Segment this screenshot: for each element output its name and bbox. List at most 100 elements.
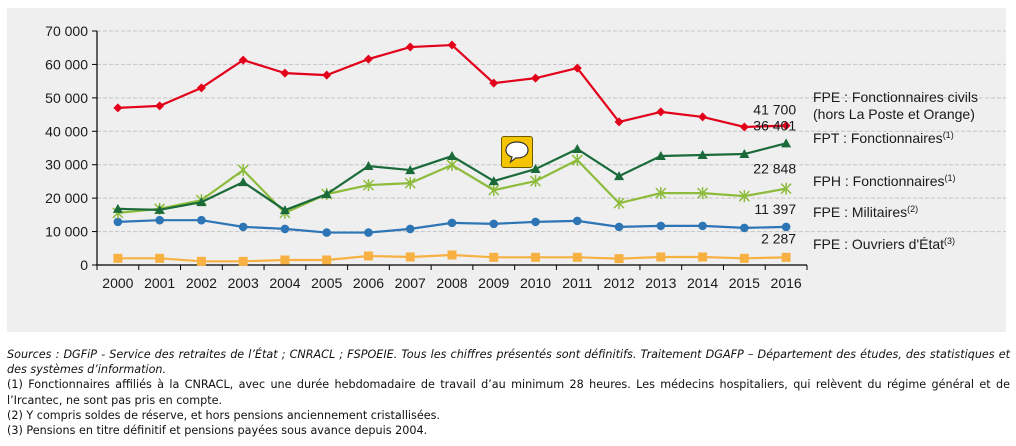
legend-entry-ouvriers: FPE : Ouvriers d'État(3) [813,236,955,253]
data-point [698,112,708,122]
x-tick-label: 2002 [186,275,217,291]
data-point [447,40,457,50]
data-point [197,215,206,225]
data-point [404,177,416,190]
data-point [362,179,375,192]
x-tick-label: 2015 [729,275,760,291]
data-point [656,107,666,117]
data-point [655,187,667,200]
data-point [363,54,373,64]
data-point [488,184,500,197]
data-point [571,154,583,167]
data-point [322,255,332,265]
data-point [572,63,582,73]
data-point [280,255,290,265]
footnote-1: (1) Fonctionnaires affiliés à la CNRACL,… [7,378,1010,407]
data-label: 41 700 [753,102,796,118]
x-tick-label: 2016 [771,275,802,291]
data-point [531,73,541,83]
data-point [321,189,332,199]
chart-notes: Sources : DGFiP - Service des retraites … [7,347,1010,438]
data-point [655,151,666,161]
chart-background [7,8,1006,332]
y-tick-label: 70 000 [45,23,88,39]
data-point [237,164,249,177]
data-point [739,149,750,159]
data-point [154,204,165,214]
data-point [740,223,749,233]
legend-entry-fpe-civils: FPE : Fonctionnaires civils (hors La Pos… [813,89,978,123]
data-point [405,42,415,52]
data-point [405,165,416,175]
legend-footnote-ref: (3) [944,236,956,246]
data-point [489,252,499,262]
x-tick-label: 2007 [395,275,426,291]
x-tick-label: 2012 [603,275,634,291]
legend-entry-fph: FPH : Fonctionnaires(1) [813,173,956,190]
data-point [322,70,332,80]
data-point [155,101,165,111]
x-tick-label: 2003 [228,275,259,291]
y-tick-label: 0 [80,257,88,273]
legend-footnote-ref: (1) [944,173,956,183]
data-label: 2 287 [761,230,796,246]
y-tick-label: 40 000 [45,123,88,139]
data-point [363,161,374,171]
data-point [488,176,499,186]
data-point [238,177,249,187]
data-point [614,117,624,127]
data-point [112,203,123,213]
data-point [447,250,457,260]
data-point [529,175,542,188]
data-point [697,150,708,160]
data-point [572,144,583,154]
data-point [322,228,332,237]
x-tick-label: 2010 [520,275,551,291]
x-tick-label: 2008 [436,275,467,291]
data-point [155,253,165,263]
x-tick-label: 2009 [478,275,509,291]
data-point [738,190,750,203]
data-point [781,222,791,232]
speech-bubble-glyph [505,141,529,164]
y-tick-label: 60 000 [45,56,88,72]
data-point [531,217,540,227]
data-point [614,222,624,232]
data-point [781,138,792,148]
legend-label: FPT : Fonctionnaires [813,130,943,146]
data-point [113,217,123,227]
x-tick-label: 2006 [353,275,384,291]
legend-footnote-ref: (2) [907,204,919,214]
data-point [781,252,791,262]
x-tick-label: 2000 [102,275,133,291]
data-point [446,159,458,172]
data-point [238,222,248,232]
data-point [363,251,373,261]
data-point [613,197,625,210]
data-point [113,103,123,113]
data-point [780,182,792,195]
x-tick-label: 2001 [144,275,175,291]
data-label: 22 848 [753,161,796,177]
sources-note: Sources : DGFiP - Service des retraites … [7,348,1010,377]
data-point [196,83,206,93]
data-point [113,253,123,263]
speech-bubble-comment-icon[interactable] [501,136,533,168]
data-point [572,216,582,226]
data-point [489,219,499,229]
data-point [280,68,290,78]
data-point [238,55,248,65]
legend-footnote-ref: (1) [942,130,954,140]
data-point [447,218,457,228]
data-point [614,254,624,264]
data-point [155,215,164,225]
data-point [196,256,206,266]
data-point [530,164,541,174]
x-tick-label: 2005 [311,275,342,291]
data-point [196,197,207,207]
data-point [572,252,582,262]
data-point [697,187,709,200]
x-tick-label: 2013 [645,275,676,291]
data-label: 11 397 [754,201,796,217]
